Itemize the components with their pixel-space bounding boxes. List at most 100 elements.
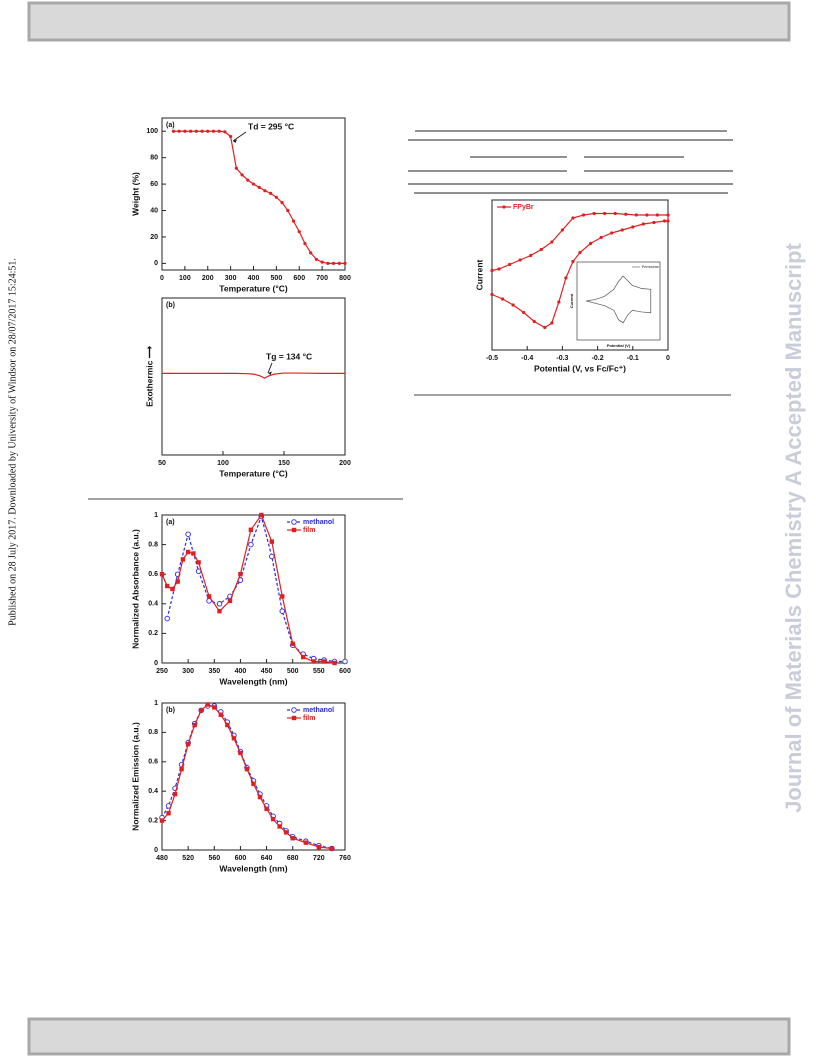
panel-label: (a): [166, 519, 175, 526]
x-tick-label: 680: [287, 855, 299, 862]
marker: [280, 594, 285, 599]
marker: [329, 846, 335, 851]
marker: [246, 178, 250, 182]
marker: [550, 240, 554, 244]
x-tick-label: 550: [313, 668, 325, 675]
marker: [490, 292, 494, 297]
annotation-arrowhead: [233, 139, 237, 143]
marker: [564, 276, 568, 280]
marker: [337, 261, 341, 265]
x-tick-label: 720: [313, 855, 325, 862]
x-tick-label: 0: [160, 275, 164, 282]
y-axis-label: Normalized Absorbance (a.u.): [130, 529, 140, 649]
marker: [297, 230, 301, 234]
marker: [279, 608, 286, 614]
marker: [251, 182, 256, 186]
marker: [331, 261, 336, 265]
plot-frame: [161, 117, 346, 271]
marker: [571, 259, 575, 264]
marker: [603, 211, 607, 216]
x-axis-label: Potential (V, vs Fc/Fc⁺): [534, 363, 626, 373]
x-tick-label: 640: [261, 855, 273, 862]
marker: [599, 235, 603, 240]
marker: [571, 216, 575, 220]
legend-label: film: [303, 527, 315, 534]
marker: [300, 654, 306, 660]
marker: [508, 262, 512, 267]
x-tick-label: 560: [208, 855, 220, 862]
y-tick-label: 0.6: [148, 759, 158, 766]
marker: [518, 258, 522, 262]
annotation-arrow: [267, 362, 273, 374]
marker: [251, 781, 256, 787]
marker: [248, 541, 254, 548]
marker: [291, 219, 296, 223]
marker: [238, 572, 243, 577]
marker: [511, 303, 515, 307]
marker: [645, 213, 649, 217]
marker: [277, 824, 282, 829]
marker: [532, 319, 536, 324]
marker: [490, 268, 494, 273]
x-tick-label: 500: [287, 668, 299, 675]
x-tick-label: 450: [261, 668, 273, 675]
marker: [205, 702, 210, 707]
legend-label: methanol: [303, 707, 334, 714]
marker: [199, 708, 204, 713]
marker: [192, 722, 197, 728]
x-tick-label: 150: [278, 460, 290, 467]
footer-bar: [27, 1017, 791, 1056]
marker: [290, 836, 295, 841]
header-bar: [27, 1, 791, 42]
x-tick-label: 300: [225, 275, 237, 282]
marker: [244, 766, 250, 772]
y-tick-label: 40: [150, 207, 158, 214]
marker: [309, 251, 313, 255]
marker: [240, 173, 244, 177]
annotation-arrowhead: [268, 371, 272, 375]
marker: [581, 213, 586, 217]
x-axis-label: Potential (V): [607, 343, 631, 348]
y-tick-label: 20: [150, 234, 158, 241]
marker: [185, 549, 191, 555]
panel-label: (b): [166, 707, 175, 714]
x-tick-label: 100: [179, 275, 191, 282]
y-tick-label: 1: [154, 700, 158, 707]
marker: [332, 660, 337, 666]
x-tick-label: 300: [182, 668, 194, 675]
table-rules: [408, 130, 733, 194]
x-tick-label: -0.5: [486, 355, 498, 362]
series-line: [162, 372, 345, 379]
marker: [227, 598, 233, 604]
marker: [274, 195, 278, 199]
plot-frame: [161, 297, 346, 456]
marker: [211, 129, 216, 133]
marker: [231, 736, 237, 741]
marker: [216, 601, 223, 607]
marker: [631, 225, 635, 229]
marker: [550, 321, 554, 325]
marker: [286, 208, 290, 213]
y-tick-label: 0: [154, 847, 158, 854]
marker: [303, 241, 307, 246]
annotation: Td = 295 °C: [248, 121, 294, 131]
x-tick-label: 600: [339, 668, 351, 675]
marker: [212, 705, 217, 710]
x-tick-label: 100: [217, 460, 229, 467]
x-tick-label: 200: [339, 460, 351, 467]
y-axis-label: Weight (%): [130, 172, 140, 216]
marker: [218, 712, 224, 717]
marker: [560, 228, 565, 232]
marker: [248, 527, 254, 532]
panel-label: (b): [166, 302, 175, 309]
marker: [662, 219, 667, 223]
marker: [191, 551, 196, 556]
marker: [321, 659, 327, 664]
marker: [641, 222, 645, 226]
marker: [291, 715, 297, 721]
marker: [543, 325, 547, 330]
watermark: Journal of Materials Chemistry A Accepte…: [781, 242, 806, 812]
y-axis-label: Current: [569, 293, 574, 308]
marker: [188, 129, 193, 133]
